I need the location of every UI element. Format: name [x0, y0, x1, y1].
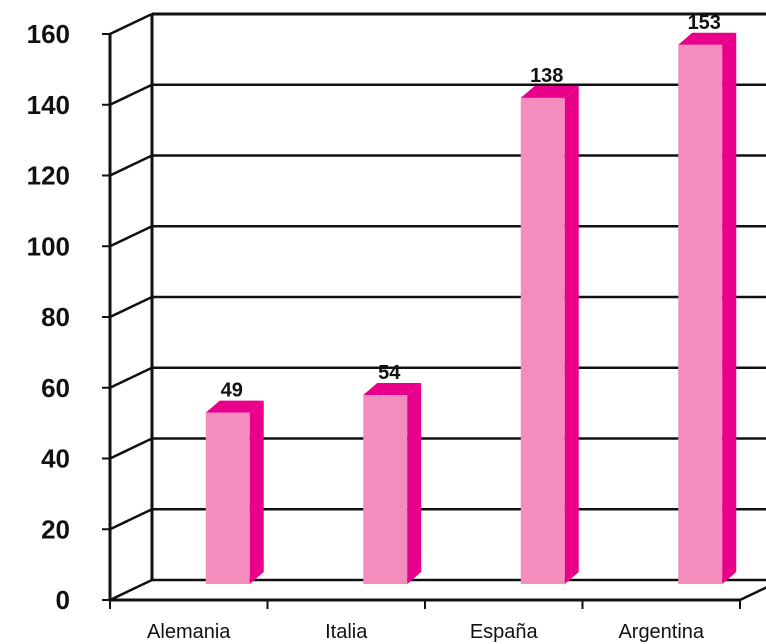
- bar-side: [407, 382, 422, 584]
- bar-españa: [520, 97, 565, 584]
- bar-top: [205, 400, 264, 413]
- x-axis-labels: Alemania Italia España Argentina: [147, 621, 705, 643]
- bar-argentina: [678, 44, 723, 584]
- y-tick-label: 80: [41, 302, 70, 332]
- gridline-connector: [109, 12, 153, 36]
- bar-value-label: 153: [688, 12, 721, 34]
- y-tick-label: 120: [27, 161, 70, 191]
- gridline-connector: [109, 225, 153, 248]
- gridline-connector: [109, 295, 153, 319]
- y-tick-label: 20: [41, 514, 70, 544]
- bar-top: [678, 32, 737, 45]
- bar-side: [564, 85, 579, 584]
- y-tick-label: 100: [27, 231, 70, 261]
- gridline-connector: [109, 154, 153, 177]
- bar-top: [363, 382, 422, 395]
- bar-top: [520, 85, 579, 98]
- bars: 49 54 138 153: [205, 12, 737, 584]
- gridline-connector: [109, 83, 153, 106]
- floor-right-edge: [739, 586, 766, 602]
- x-category-label: Alemania: [147, 621, 231, 643]
- y-tick-label: 160: [27, 19, 70, 49]
- gridline-connector: [109, 578, 153, 602]
- y-tick-label: 60: [41, 373, 70, 403]
- x-category-label: Italia: [325, 621, 368, 643]
- gridline-connector: [109, 437, 153, 460]
- y-axis-ticks: 0 20 40 60 80 100 120 140 160: [27, 19, 110, 615]
- bar-value-label: 138: [530, 65, 563, 87]
- bar-value-label: 49: [221, 380, 243, 402]
- gridline-connector: [109, 508, 153, 531]
- bar-side: [722, 32, 737, 584]
- bar-italia: [363, 394, 408, 584]
- x-category-label: España: [470, 621, 539, 643]
- y-tick-label: 0: [56, 585, 70, 615]
- bar-alemania: [205, 412, 250, 584]
- x-category-label: Argentina: [618, 621, 704, 643]
- bar-side: [249, 400, 264, 584]
- bar-value-label: 54: [378, 362, 401, 384]
- y-tick-label: 140: [27, 90, 70, 120]
- gridline-connector: [109, 366, 153, 389]
- y-tick-label: 40: [41, 444, 70, 474]
